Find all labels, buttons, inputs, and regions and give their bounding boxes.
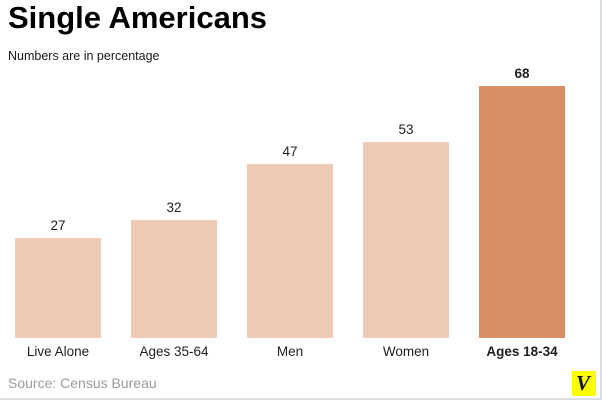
- bar-live-alone: [15, 238, 101, 338]
- vox-logo-letter: V: [575, 371, 590, 395]
- bar-ages-35-64: [131, 220, 217, 338]
- value-label-men: 47: [282, 144, 298, 159]
- source-text: Source: Census Bureau: [8, 375, 157, 391]
- value-label-live-alone: 27: [50, 218, 66, 233]
- category-label-men: Men: [276, 344, 304, 359]
- value-label-ages-18-34: 68: [514, 66, 530, 81]
- bar-women: [363, 142, 449, 338]
- chart-subtitle: Numbers are in percentage: [8, 49, 160, 63]
- vox-logo: V: [572, 371, 596, 396]
- page-title: Single Americans: [8, 0, 268, 35]
- category-label-women: Women: [382, 344, 430, 359]
- value-label-women: 53: [398, 122, 414, 137]
- value-label-ages-35-64: 32: [166, 200, 182, 215]
- category-label-ages-18-34: Ages 18-34: [486, 344, 558, 359]
- bar-men: [247, 164, 333, 338]
- bar-ages-18-34: [479, 86, 565, 338]
- category-label-live-alone: Live Alone: [26, 344, 90, 359]
- category-label-ages-35-64: Ages 35-64: [139, 344, 209, 359]
